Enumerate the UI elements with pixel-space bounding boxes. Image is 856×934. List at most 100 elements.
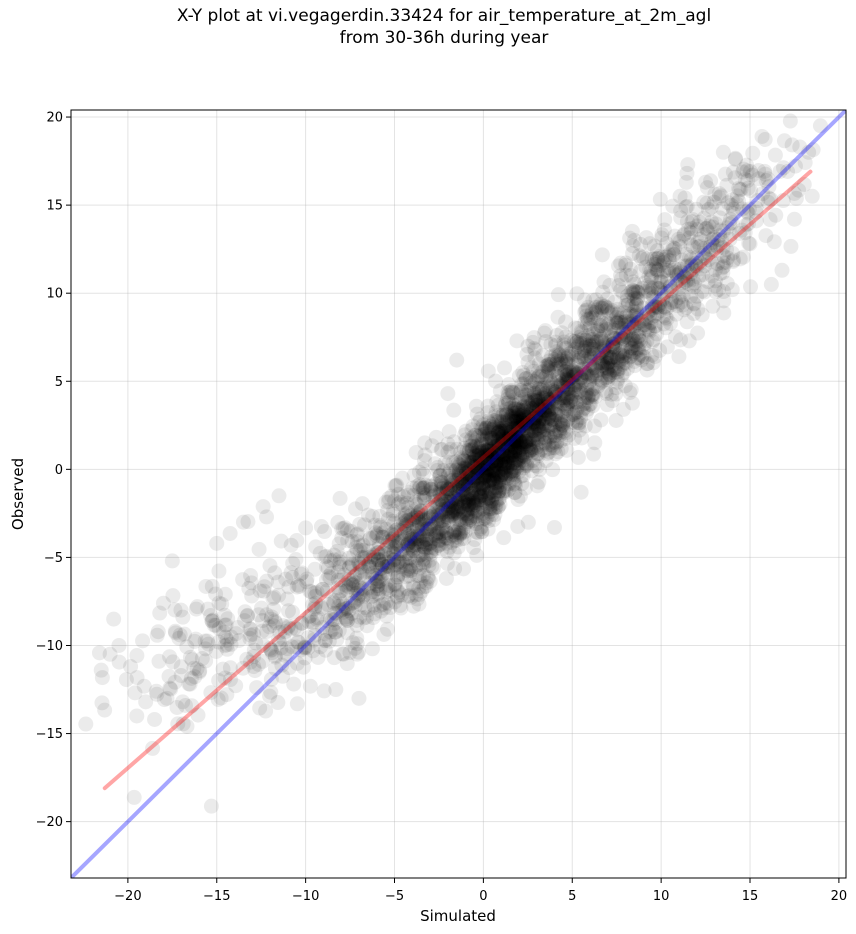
scatter-point [399,562,415,578]
scatter-point [570,449,586,465]
scatter-point [555,375,571,391]
scatter-point [365,549,381,565]
scatter-point [628,299,644,315]
scatter-point [170,716,186,732]
scatter-point [479,420,495,436]
scatter-point [695,246,711,262]
scatter-point [390,567,406,583]
scatter-point [478,443,494,459]
scatter-point [444,505,460,521]
scatter-point [417,447,433,463]
scatter-point [595,357,611,373]
scatter-point [586,418,602,434]
scatter-point [457,475,473,491]
scatter-point [403,563,419,579]
scatter-point [478,457,494,473]
scatter-point [523,443,539,459]
scatter-point [349,617,365,633]
scatter-point [451,492,467,508]
scatter-point [492,469,508,485]
scatter-point [347,568,363,584]
scatter-point [449,462,465,478]
scatter-point [495,459,511,475]
scatter-point [475,461,491,477]
scatter-point [369,528,385,544]
x-tick-label: 0 [479,889,487,904]
scatter-point [480,491,496,507]
scatter-point [612,328,628,344]
scatter-point [520,425,536,441]
scatter-point [543,336,559,352]
scatter-point [522,431,538,447]
scatter-point [498,453,514,469]
scatter-point [464,454,480,470]
chart-title: X-Y plot at vi.vegagerdin.33424 for air_… [0,5,856,49]
scatter-point [515,365,531,381]
scatter-point [531,414,547,430]
scatter-point [671,281,687,297]
scatter-point [461,473,477,489]
scatter-point [602,367,618,383]
scatter-point [405,543,421,559]
scatter-point [530,392,546,408]
scatter-point [397,531,413,547]
scatter-point [352,567,368,583]
scatter-point [431,512,447,528]
scatter-point [647,251,663,267]
scatter-point [510,423,526,439]
scatter-point [449,441,465,457]
scatter-point [420,520,436,536]
scatter-point [516,404,532,420]
scatter-point [538,388,554,404]
scatter-point [259,573,275,589]
scatter-point [587,389,603,405]
scatter-point [434,441,450,457]
scatter-point [452,512,468,528]
scatter-point [472,487,488,503]
scatter-point [459,508,475,524]
scatter-point [792,139,808,155]
scatter-point [556,377,572,393]
scatter-point [611,320,627,336]
scatter-point [401,588,417,604]
scatter-point [548,394,564,410]
scatter-point [458,493,474,509]
scatter-point [480,490,496,506]
scatter-point [600,300,616,316]
scatter-point [584,387,600,403]
scatter-point [539,399,555,415]
scatter-point [500,413,516,429]
scatter-point [566,386,582,402]
scatter-point [512,446,528,462]
scatter-point [518,408,534,424]
scatter-point [560,368,576,384]
scatter-point [613,314,629,330]
scatter-point [459,469,475,485]
scatter-point [463,457,479,473]
scatter-point [375,525,391,541]
scatter-point [488,475,504,491]
scatter-point [330,580,346,596]
scatter-point [571,422,587,438]
scatter-point [473,457,489,473]
scatter-point [446,402,462,418]
scatter-point [190,707,206,723]
scatter-point [413,503,429,519]
scatter-point [571,417,587,433]
scatter-point [432,532,448,548]
scatter-point [604,329,620,345]
scatter-point [661,249,677,265]
scatter-point [366,552,382,568]
scatter-point [692,231,708,247]
scatter-point [312,545,328,561]
scatter-point [738,217,754,233]
scatter-point [491,445,507,461]
scatter-point [500,407,516,423]
x-axis-label: Simulated [420,907,496,925]
scatter-point [445,472,461,488]
scatter-point [451,479,467,495]
scatter-point [263,684,279,700]
scatter-point [470,429,486,445]
scatter-point [636,349,652,365]
scatter-point [658,310,674,326]
